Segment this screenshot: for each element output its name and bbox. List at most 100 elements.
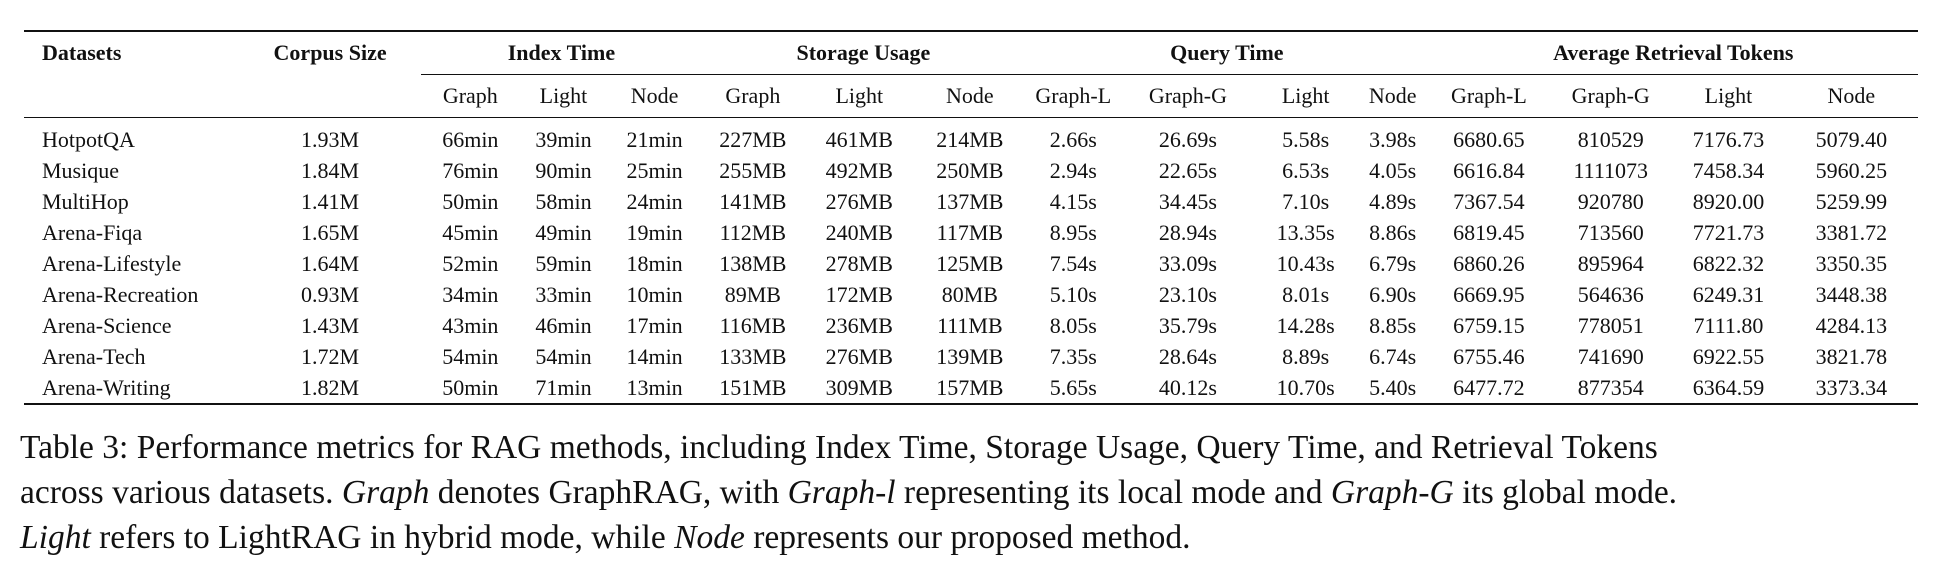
query-node-cell: 4.89s xyxy=(1369,189,1417,214)
subheader-tokens-light: Light xyxy=(1672,74,1785,118)
tokens-node-cell: 5259.99 xyxy=(1815,189,1888,214)
query-graph-g-cell: 22.65s xyxy=(1158,158,1217,183)
storage-node-cell: 111MB xyxy=(937,313,1003,338)
index-light-cell: 71min xyxy=(519,372,608,405)
storage-light-cell: 276MB xyxy=(825,189,893,214)
caption-term-graph: Graph xyxy=(341,474,430,511)
index-light-cell: 39min xyxy=(535,127,592,152)
header-query-time: Query Time xyxy=(1025,30,1429,75)
subheader-empty xyxy=(24,74,239,118)
query-graph-l-cell: 2.66s xyxy=(1049,127,1097,152)
storage-graph-cell: 116MB xyxy=(719,313,787,338)
tokens-graph-g-cell: 713560 xyxy=(1577,220,1644,245)
query-node-cell: 4.05s xyxy=(1369,158,1417,183)
storage-node-cell: 214MB xyxy=(936,127,1004,152)
tokens-light-cell: 6922.55 xyxy=(1692,344,1765,369)
table-row: Arena-Lifestyle 1.64M 52min 59min 18min … xyxy=(24,248,1918,279)
query-graph-l-cell: 8.05s xyxy=(1049,313,1097,338)
subheader-tokens-graph-l: Graph-L xyxy=(1428,74,1550,118)
query-graph-l-cell: 8.95s xyxy=(1049,220,1097,245)
storage-node-cell: 250MB xyxy=(936,158,1004,183)
storage-graph-cell: 151MB xyxy=(701,372,805,405)
table-body: HotpotQA 1.93M 66min 39min 21min 227MB 4… xyxy=(24,118,1918,405)
tokens-node-cell: 3448.38 xyxy=(1815,282,1888,307)
query-graph-l-cell: 5.10s xyxy=(1049,282,1097,307)
tokens-node-cell: 5960.25 xyxy=(1815,158,1888,183)
storage-node-cell: 117MB xyxy=(936,220,1004,245)
tokens-graph-l-cell: 6669.95 xyxy=(1453,282,1525,307)
corpus-size-cell: 1.43M xyxy=(301,313,360,338)
query-light-cell: 8.89s xyxy=(1282,344,1330,369)
tokens-graph-l-cell: 6819.45 xyxy=(1453,220,1525,245)
tokens-light-cell: 7176.73 xyxy=(1692,127,1765,152)
query-light-cell: 10.43s xyxy=(1276,251,1335,276)
results-table-container: Datasets Corpus Size Index Time Storage … xyxy=(24,30,1918,405)
caption-text: representing its local mode and xyxy=(895,474,1331,511)
dataset-name: MultiHop xyxy=(42,189,129,214)
caption-text: across various datasets. xyxy=(20,474,342,511)
index-graph-cell: 52min xyxy=(442,251,499,276)
dataset-name: Arena-Writing xyxy=(24,372,239,405)
query-node-cell: 6.79s xyxy=(1369,251,1417,276)
query-node-cell: 3.98s xyxy=(1369,127,1417,152)
header-datasets: Datasets xyxy=(24,30,239,75)
storage-node-cell: 139MB xyxy=(936,344,1004,369)
query-node-cell: 6.74s xyxy=(1369,344,1417,369)
storage-light-cell: 172MB xyxy=(825,282,893,307)
index-node-cell: 24min xyxy=(626,189,683,214)
subheader-tokens-graph-g: Graph-G xyxy=(1549,74,1673,118)
table-row: Arena-Writing 1.82M 50min 71min 13min 15… xyxy=(24,372,1918,405)
query-graph-g-cell: 23.10s xyxy=(1158,282,1217,307)
query-graph-g-cell: 33.09s xyxy=(1158,251,1217,276)
index-light-cell: 58min xyxy=(535,189,592,214)
performance-metrics-table: Datasets Corpus Size Index Time Storage … xyxy=(24,30,1918,405)
corpus-size-cell: 1.64M xyxy=(301,251,360,276)
storage-graph-cell: 227MB xyxy=(719,127,787,152)
tokens-graph-l-cell: 6477.72 xyxy=(1428,372,1550,405)
corpus-size-cell: 1.93M xyxy=(301,127,360,152)
index-graph-cell: 50min xyxy=(421,372,520,405)
table-caption: Table 3: Performance metrics for RAG met… xyxy=(20,425,1920,560)
dataset-name: HotpotQA xyxy=(42,127,135,152)
subheader-tokens-node: Node xyxy=(1784,74,1918,118)
header-avg-retrieval-tokens: Average Retrieval Tokens xyxy=(1428,30,1918,75)
table-row: HotpotQA 1.93M 66min 39min 21min 227MB 4… xyxy=(24,118,1918,156)
header-index-time: Index Time xyxy=(421,30,702,75)
index-light-cell: 59min xyxy=(535,251,592,276)
subheader-query-light: Light xyxy=(1254,74,1357,118)
table-row: Arena-Recreation 0.93M 34min 33min 10min… xyxy=(24,279,1918,310)
caption-term-graph-l: Graph-l xyxy=(787,474,896,511)
index-node-cell: 10min xyxy=(626,282,683,307)
subheader-storage-graph: Graph xyxy=(701,74,805,118)
tokens-light-cell: 6364.59 xyxy=(1672,372,1785,405)
storage-node-cell: 125MB xyxy=(936,251,1004,276)
index-node-cell: 14min xyxy=(626,344,683,369)
dataset-name: Arena-Recreation xyxy=(42,282,199,307)
caption-term-graph-g: Graph-G xyxy=(1330,474,1454,511)
storage-light-cell: 492MB xyxy=(825,158,893,183)
tokens-graph-l-cell: 7367.54 xyxy=(1453,189,1525,214)
storage-graph-cell: 133MB xyxy=(719,344,787,369)
query-light-cell: 10.70s xyxy=(1254,372,1357,405)
tokens-node-cell: 3350.35 xyxy=(1815,251,1888,276)
index-light-cell: 54min xyxy=(535,344,592,369)
index-node-cell: 19min xyxy=(626,220,683,245)
storage-node-cell: 80MB xyxy=(941,282,998,307)
subheader-index-node: Node xyxy=(607,74,702,118)
dataset-name: Arena-Tech xyxy=(42,344,146,369)
corpus-size-cell: 1.41M xyxy=(301,189,360,214)
storage-graph-cell: 138MB xyxy=(719,251,787,276)
table-row: Arena-Tech 1.72M 54min 54min 14min 133MB… xyxy=(24,341,1918,372)
tokens-graph-l-cell: 6860.26 xyxy=(1453,251,1525,276)
storage-light-cell: 278MB xyxy=(825,251,893,276)
index-graph-cell: 54min xyxy=(442,344,499,369)
tokens-graph-g-cell: 810529 xyxy=(1577,127,1644,152)
query-node-cell: 6.90s xyxy=(1369,282,1417,307)
storage-node-cell: 137MB xyxy=(936,189,1004,214)
index-graph-cell: 66min xyxy=(442,127,499,152)
storage-graph-cell: 112MB xyxy=(719,220,787,245)
storage-light-cell: 309MB xyxy=(804,372,915,405)
tokens-graph-g-cell: 741690 xyxy=(1577,344,1644,369)
query-graph-l-cell: 7.35s xyxy=(1049,344,1097,369)
query-graph-l-cell: 5.65s xyxy=(1025,372,1122,405)
